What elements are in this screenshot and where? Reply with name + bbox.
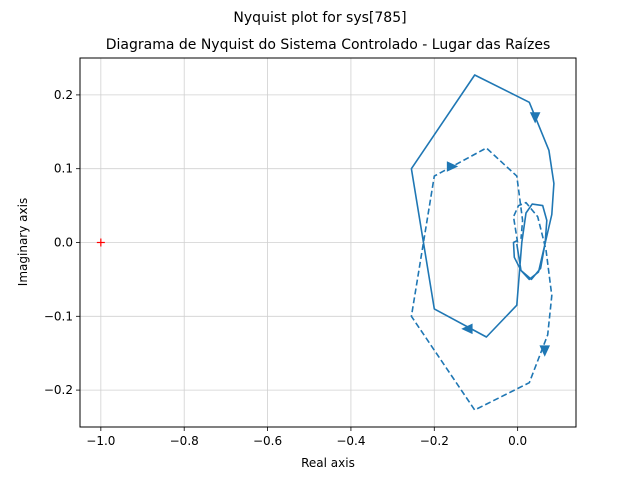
y-tick-label: 0.1 — [54, 162, 73, 176]
direction-arrow — [461, 323, 473, 335]
y-tick-label: −0.2 — [44, 383, 73, 397]
plot-area — [96, 74, 555, 411]
y-tick-label: 0.0 — [54, 236, 73, 250]
nyquist-curve-dashed — [410, 147, 553, 411]
direction-arrow — [539, 345, 551, 357]
y-axis-label: Imaginary axis — [16, 198, 30, 286]
x-tick-label: −0.4 — [336, 434, 365, 448]
x-axis-label: Real axis — [301, 456, 355, 470]
x-tick-label: −0.8 — [170, 434, 199, 448]
y-tick-label: 0.2 — [54, 88, 73, 102]
x-tick-label: −1.0 — [86, 434, 115, 448]
x-tick-label: −0.2 — [420, 434, 449, 448]
direction-arrow — [529, 112, 541, 124]
figure-suptitle: Nyquist plot for sys[785] — [233, 10, 406, 26]
grid — [80, 58, 576, 427]
ticks: −1.0 −0.8 −0.6 −0.4 −0.2 0.0 −0.2 −0.1 0.0 0.1 0.2 — [44, 88, 527, 448]
chart-title: Diagrama de Nyquist do Sistema Controlad… — [106, 37, 551, 53]
x-tick-label: −0.6 — [253, 434, 282, 448]
x-tick-label: 0.0 — [508, 434, 527, 448]
nyquist-curve-solid — [410, 74, 555, 338]
y-tick-label: −0.1 — [44, 309, 73, 323]
direction-arrow — [446, 161, 459, 172]
